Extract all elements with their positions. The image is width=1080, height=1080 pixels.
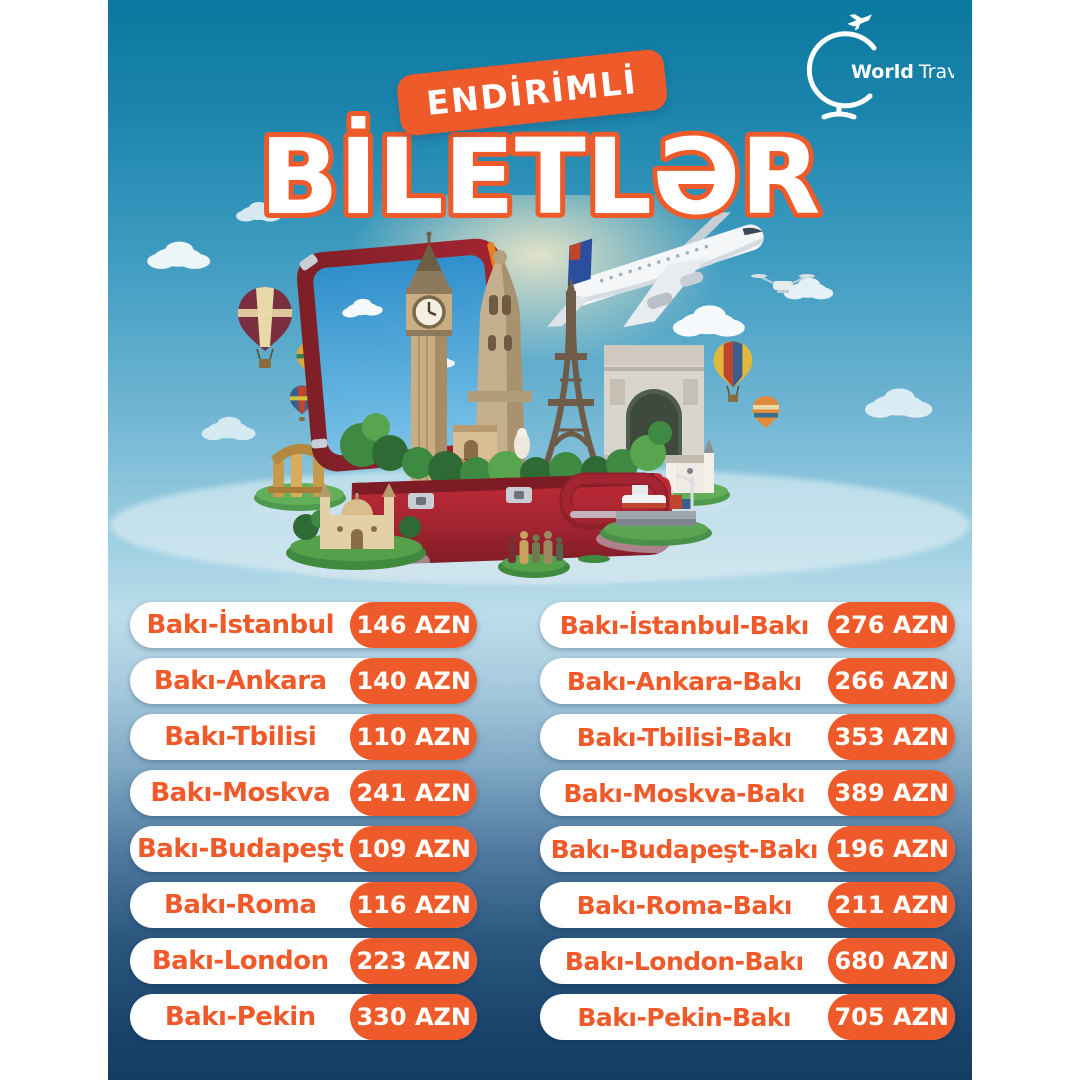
price-row: Bakı-Budapeşt 109 AZN	[130, 826, 477, 872]
price-pill: 211 AZN	[828, 882, 955, 928]
price-row: Bakı-Budapeşt-Bakı 196 AZN	[540, 826, 955, 872]
island-harbor-icon	[596, 473, 716, 553]
cloud-icon	[865, 388, 933, 418]
cloud-icon	[147, 241, 211, 269]
drone-icon	[751, 274, 815, 293]
route-label: Bakı-Ankara-Bakı	[566, 666, 802, 696]
title-text: BİLETLƏR	[260, 116, 821, 238]
price-row: Bakı-İstanbul 146 AZN	[130, 602, 477, 648]
travelers-icon	[496, 531, 610, 584]
price-row: Bakı-Ankara-Bakı 266 AZN	[540, 658, 955, 704]
eiffel-tower-icon	[543, 277, 599, 466]
route-label: Bakı-London-Bakı	[564, 946, 804, 976]
price-pill: 705 AZN	[828, 994, 955, 1040]
world-travel-logo: WorldTravel	[794, 12, 972, 126]
price-pill: 389 AZN	[828, 770, 955, 816]
logo-text-bold: World	[851, 61, 914, 83]
svg-text:WorldTravel: WorldTravel	[851, 61, 954, 83]
route-label: Bakı-London	[151, 946, 329, 976]
route-label: Bakı-İstanbul-Bakı	[559, 610, 810, 640]
price-list-one-way: Bakı-İstanbul 146 AZN Bakı-Ankara 140 AZ…	[130, 602, 477, 1040]
price-row: Bakı-Moskva-Bakı 389 AZN	[540, 770, 955, 816]
route-label: Bakı-Pekin	[164, 1002, 316, 1032]
price-pill: 109 AZN	[350, 826, 477, 872]
route-label: Bakı-Roma	[164, 890, 317, 920]
airplane-icon	[547, 212, 764, 328]
route-label: Bakı-Tbilisi	[164, 722, 317, 752]
main-title: BİLETLƏR	[255, 111, 826, 243]
hot-air-balloon-icon	[752, 396, 780, 428]
price-pill: 116 AZN	[350, 882, 477, 928]
price-row: Bakı-Moskva 241 AZN	[130, 770, 477, 816]
hot-air-balloon-icon	[713, 341, 753, 402]
route-label: Bakı-Moskva	[150, 778, 331, 808]
route-label: Bakı-Ankara	[153, 666, 327, 696]
price-row: Bakı-Tbilisi-Bakı 353 AZN	[540, 714, 955, 760]
route-label: Bakı-Pekin-Bakı	[577, 1002, 792, 1032]
route-label: Bakı-İstanbul	[146, 610, 334, 640]
cloud-icon	[201, 416, 256, 441]
price-row: Bakı-London-Bakı 680 AZN	[540, 938, 955, 984]
price-row: Bakı-İstanbul-Bakı 276 AZN	[540, 602, 955, 648]
route-label: Bakı-Budapeşt-Bakı	[550, 834, 819, 864]
price-list-round-trip: Bakı-İstanbul-Bakı 276 AZN Bakı-Ankara-B…	[540, 602, 955, 1040]
price-row: Bakı-Roma 116 AZN	[130, 882, 477, 928]
price-pill: 241 AZN	[350, 770, 477, 816]
price-pill: 196 AZN	[828, 826, 955, 872]
price-row: Bakı-Ankara 140 AZN	[130, 658, 477, 704]
suitcase-scene	[110, 195, 970, 585]
travel-flyer: WorldTravel ENDİRİMLİ BİLETLƏR	[108, 0, 972, 1080]
island-palace-icon	[282, 483, 430, 579]
price-pill: 146 AZN	[350, 602, 477, 648]
price-row: Bakı-Roma-Bakı 211 AZN	[540, 882, 955, 928]
globe-airplane-icon: WorldTravel	[806, 14, 972, 120]
price-pill: 140 AZN	[350, 658, 477, 704]
price-pill: 353 AZN	[828, 714, 955, 760]
price-pill: 330 AZN	[350, 994, 477, 1040]
hot-air-balloon-icon	[238, 286, 292, 368]
price-row: Bakı-London 223 AZN	[130, 938, 477, 984]
price-pill: 110 AZN	[350, 714, 477, 760]
price-pill: 680 AZN	[828, 938, 955, 984]
price-pill: 266 AZN	[828, 658, 955, 704]
price-pill: 276 AZN	[828, 602, 955, 648]
logo-text-light: Travel	[918, 61, 954, 83]
price-row: Bakı-Pekin 330 AZN	[130, 994, 477, 1040]
price-pill: 223 AZN	[350, 938, 477, 984]
logo-airplane-icon	[847, 14, 872, 31]
route-label: Bakı-Moskva-Bakı	[563, 778, 806, 808]
route-label: Bakı-Tbilisi-Bakı	[576, 722, 792, 752]
price-row: Bakı-Pekin-Bakı 705 AZN	[540, 994, 955, 1040]
route-label: Bakı-Budapeşt	[136, 834, 344, 864]
route-label: Bakı-Roma-Bakı	[576, 890, 793, 920]
price-row: Bakı-Tbilisi 110 AZN	[130, 714, 477, 760]
